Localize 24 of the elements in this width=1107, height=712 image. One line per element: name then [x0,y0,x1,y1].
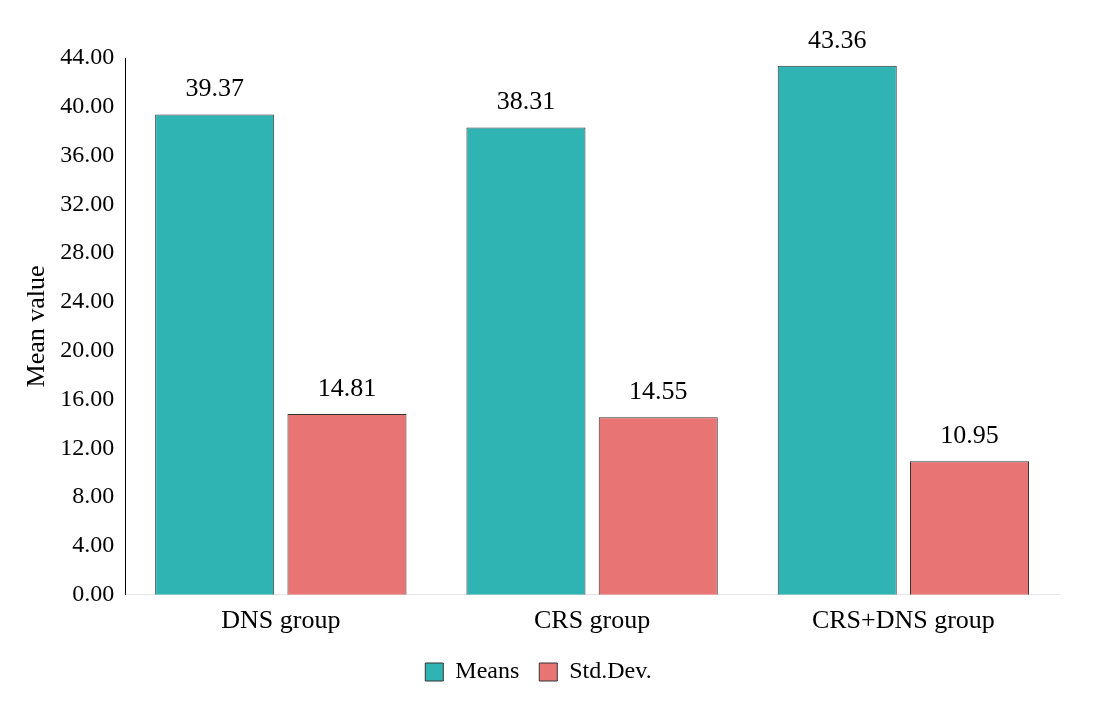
y-tick-label: 32.00 [60,189,115,216]
data-label: 14.81 [317,372,377,402]
y-tick-label: 16.00 [60,384,115,411]
y-tick-label: 4.00 [72,531,115,558]
data-label: 39.37 [185,73,244,103]
data-label: 14.55 [628,376,688,406]
legend-label: Means [455,657,520,684]
legend-label: Std.Dev. [569,657,652,684]
data-label: 38.31 [496,86,556,116]
y-tick-label: 24.00 [60,287,115,314]
y-axis-title: Mean value [21,265,51,388]
data-label: 10.95 [940,420,999,450]
y-tick-label: 40.00 [60,92,115,119]
x-tick-label: CRS group [533,605,651,635]
y-tick-label: 8.00 [72,482,115,509]
y-tick-label: 20.00 [60,336,115,363]
y-tick-label: 36.00 [60,140,115,167]
y-tick-label: 12.00 [60,433,115,460]
y-tick-label: 0.00 [72,580,115,607]
x-tick-label: CRS+DNS group [811,605,995,635]
y-tick-label: 28.00 [60,238,115,265]
y-tick-label: 44.00 [60,43,115,70]
data-label: 43.36 [807,24,867,54]
x-tick-label: DNS group [221,605,341,635]
